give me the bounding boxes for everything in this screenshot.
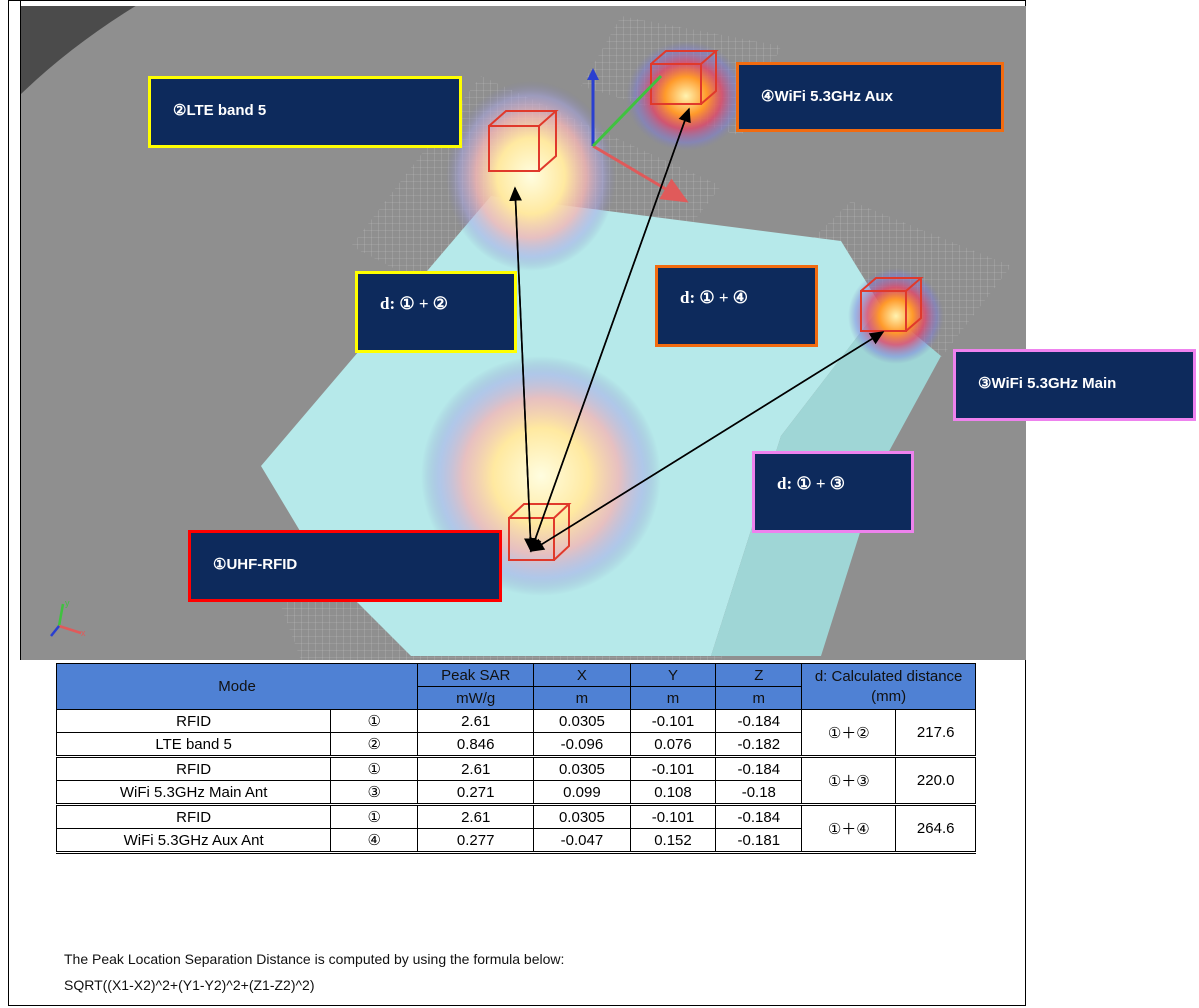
cell-z: -0.18 (715, 780, 803, 806)
cell-sar: 0.277 (417, 828, 535, 854)
cell-id: ① (330, 756, 419, 781)
cell-mode: RFID (55, 756, 332, 781)
header-mode: Mode (55, 663, 419, 710)
header-x: X (533, 663, 631, 687)
cell-mode: RFID (55, 709, 332, 733)
cell-mode: WiFi 5.3GHz Aux Ant (55, 828, 332, 854)
cell-mode: LTE band 5 (55, 732, 332, 758)
cell-x: -0.047 (533, 828, 631, 854)
cell-x: 0.0305 (533, 756, 631, 781)
header-unit-sar: mW/g (417, 686, 535, 710)
separation-arrows (509, 107, 885, 553)
cell-pair: ①＋③ (801, 756, 897, 806)
cell-sar: 0.846 (417, 732, 535, 758)
cell-z: -0.184 (715, 756, 803, 781)
cell-distance: 217.6 (895, 709, 976, 758)
cell-sar: 2.61 (417, 709, 535, 733)
scan-cube-lte (488, 110, 559, 172)
cell-sar: 0.271 (417, 780, 535, 806)
header-distance: d: Calculated distance (mm) (801, 663, 976, 710)
cell-z: -0.184 (715, 804, 803, 829)
cell-x: 0.099 (533, 780, 631, 806)
header-unit-x: m (533, 686, 631, 710)
formula-note: The Peak Location Separation Distance is… (64, 951, 565, 967)
hotspot-aux (626, 41, 746, 151)
axis-x-label: x (81, 628, 86, 638)
scan-cube-rfid (508, 503, 572, 561)
cell-id: ④ (330, 828, 419, 854)
cell-id: ② (330, 732, 419, 758)
header-unit-y: m (629, 686, 717, 710)
scan-cube-aux (650, 50, 719, 105)
cell-sar: 2.61 (417, 804, 535, 829)
header-z: Z (715, 663, 803, 687)
cell-id: ① (330, 804, 419, 829)
header-unit-z: m (715, 686, 803, 710)
cell-distance: 264.6 (895, 804, 976, 854)
callout-distance-1-3: d: ① + ③ (752, 451, 914, 533)
cell-id: ① (330, 709, 419, 733)
cell-x: 0.0305 (533, 709, 631, 733)
formula-text: SQRT((X1-X2)^2+(Y1-Y2)^2+(Z1-Z2)^2) (64, 977, 315, 993)
cell-y: 0.076 (629, 732, 717, 758)
callout-wifi-main: ③WiFi 5.3GHz Main (953, 349, 1196, 421)
cell-y: -0.101 (629, 804, 717, 829)
hotspot-main (848, 268, 944, 364)
cell-z: -0.181 (715, 828, 803, 854)
sar-table: Mode Peak SAR X Y Z d: Calculated distan… (55, 663, 976, 854)
reference-axes (587, 68, 689, 203)
header-peak-sar: Peak SAR (417, 663, 535, 687)
cell-y: 0.108 (629, 780, 717, 806)
callout-lte-band5: ②LTE band 5 (148, 76, 462, 148)
cell-y: 0.152 (629, 828, 717, 854)
cell-pair: ①＋② (801, 709, 897, 758)
axis-triad: y x (50, 598, 86, 638)
cell-distance: 220.0 (895, 756, 976, 806)
cell-mode: WiFi 5.3GHz Main Ant (55, 780, 332, 806)
cell-mode: RFID (55, 804, 332, 829)
callout-wifi-aux: ④WiFi 5.3GHz Aux (736, 62, 1004, 132)
cell-id: ③ (330, 780, 419, 806)
header-y: Y (629, 663, 717, 687)
axis-y-label: y (65, 598, 70, 608)
hotspot-lte (446, 81, 616, 271)
callout-distance-1-4: d: ① + ④ (655, 265, 818, 347)
cell-x: 0.0305 (533, 804, 631, 829)
cell-x: -0.096 (533, 732, 631, 758)
callout-distance-1-2: d: ① + ② (355, 271, 517, 353)
cell-pair: ①＋④ (801, 804, 897, 854)
cell-sar: 2.61 (417, 756, 535, 781)
callout-uhf-rfid: ①UHF-RFID (188, 530, 502, 602)
cell-z: -0.184 (715, 709, 803, 733)
cell-y: -0.101 (629, 709, 717, 733)
scan-cube-main (860, 277, 924, 332)
cell-z: -0.182 (715, 732, 803, 758)
cell-y: -0.101 (629, 756, 717, 781)
